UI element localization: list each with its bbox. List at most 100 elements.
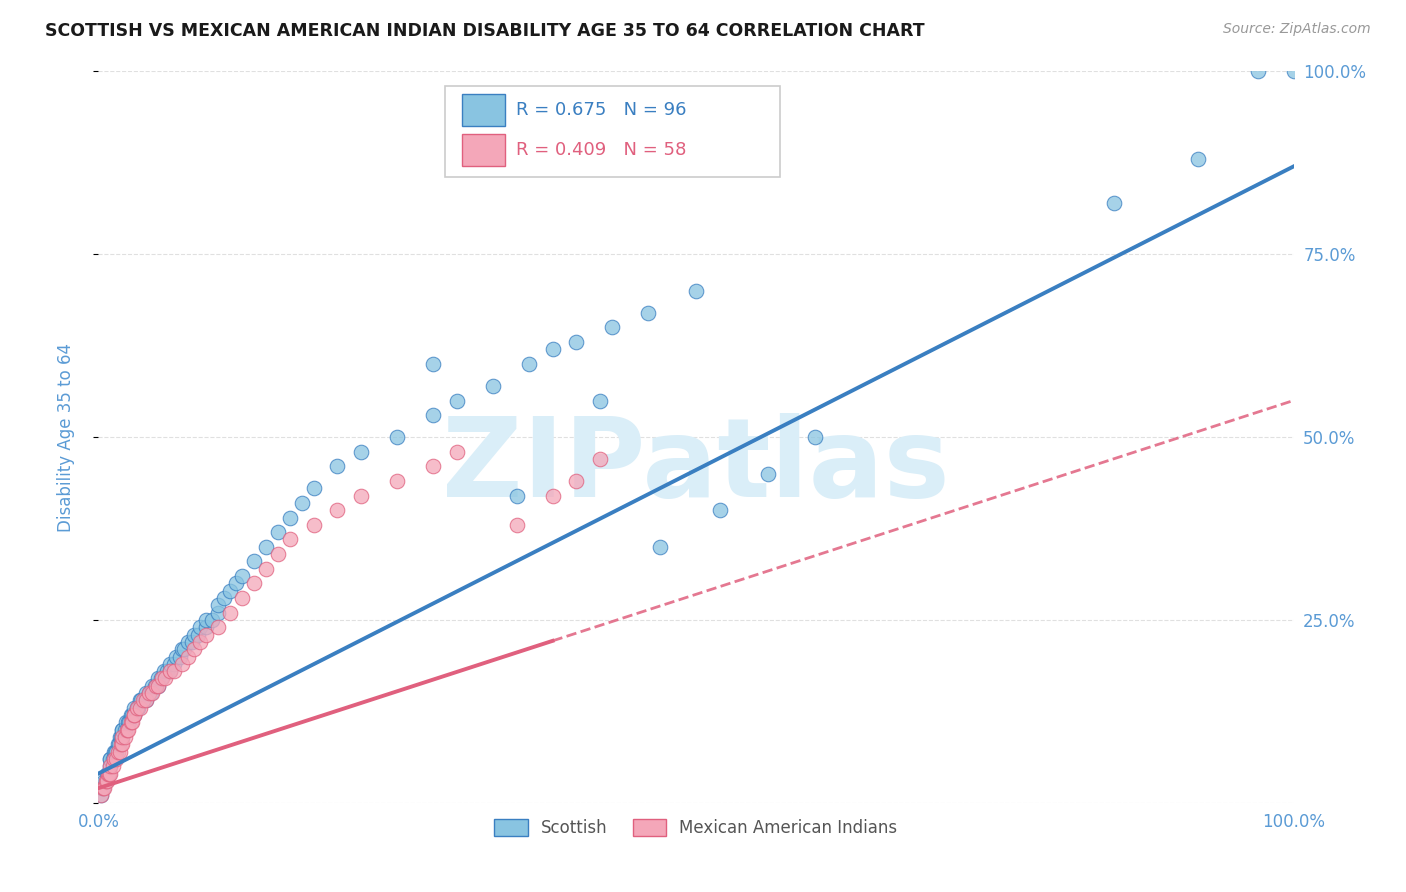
Point (105, 745, 128, 759)
Point (120, 708, 142, 723)
Point (129, 700, 152, 714)
Point (121, 715, 143, 730)
Point (111, 723, 134, 737)
Point (94, 773, 117, 788)
Point (97, 766, 120, 780)
Point (103, 752, 125, 766)
Point (139, 686, 162, 700)
Point (120, 715, 142, 730)
Point (155, 672, 177, 686)
Point (187, 627, 209, 641)
Point (110, 737, 132, 751)
Point (1187, 152, 1209, 166)
Point (350, 489, 373, 503)
Point (648, 540, 672, 554)
Point (195, 627, 218, 641)
Text: ZIPatlas: ZIPatlas (441, 413, 950, 520)
Point (111, 730, 134, 744)
Point (96, 766, 118, 780)
Text: R = 0.409   N = 58: R = 0.409 N = 58 (516, 141, 686, 159)
Point (90, 789, 112, 803)
Point (278, 533, 301, 547)
Point (254, 540, 277, 554)
Point (101, 752, 124, 766)
Point (169, 649, 191, 664)
Point (98, 766, 122, 780)
Point (350, 444, 373, 458)
Point (107, 737, 129, 751)
Point (107, 745, 129, 759)
Point (153, 664, 176, 678)
Point (148, 672, 170, 686)
Point (602, 320, 624, 334)
Point (121, 708, 143, 723)
Point (159, 664, 181, 678)
Point (804, 430, 827, 444)
Point (124, 708, 146, 723)
Point (125, 700, 148, 714)
Point (243, 576, 266, 591)
Point (132, 693, 155, 707)
Point (141, 679, 163, 693)
Point (302, 481, 325, 495)
Point (125, 700, 148, 714)
Point (506, 489, 529, 503)
Point (117, 723, 139, 737)
Point (101, 759, 124, 773)
Point (231, 591, 253, 605)
Y-axis label: Disability Age 35 to 64: Disability Age 35 to 64 (56, 343, 75, 532)
Point (231, 569, 253, 583)
Point (91, 781, 114, 796)
Point (1282, 64, 1305, 78)
Point (108, 745, 131, 759)
Point (94, 773, 117, 788)
Point (98, 759, 122, 773)
Point (135, 686, 157, 700)
Point (115, 715, 138, 730)
Point (135, 693, 157, 707)
Point (422, 357, 444, 371)
Point (446, 393, 468, 408)
Point (422, 408, 444, 422)
Point (91, 781, 114, 796)
FancyBboxPatch shape (461, 94, 505, 127)
Point (165, 649, 187, 664)
FancyBboxPatch shape (461, 134, 505, 166)
Point (385, 474, 409, 488)
Point (96, 773, 118, 788)
Point (709, 503, 731, 517)
Point (589, 452, 612, 467)
Point (278, 510, 301, 524)
Point (541, 489, 564, 503)
Point (103, 745, 125, 759)
Point (131, 693, 153, 707)
Point (446, 444, 468, 458)
Text: R = 0.675   N = 96: R = 0.675 N = 96 (516, 101, 686, 120)
Point (107, 737, 129, 751)
Point (127, 700, 149, 714)
Text: SCOTTISH VS MEXICAN AMERICAN INDIAN DISABILITY AGE 35 TO 64 CORRELATION CHART: SCOTTISH VS MEXICAN AMERICAN INDIAN DISA… (45, 22, 925, 40)
Point (517, 357, 540, 371)
Point (98, 759, 122, 773)
Point (97, 766, 120, 780)
Point (302, 517, 325, 532)
Point (104, 745, 127, 759)
Point (219, 606, 242, 620)
Point (385, 430, 409, 444)
Point (98, 752, 122, 766)
Point (124, 708, 146, 723)
Point (267, 547, 290, 561)
Point (124, 708, 146, 723)
Point (98, 766, 121, 780)
Point (173, 642, 195, 657)
Point (93, 773, 115, 788)
Point (98, 766, 121, 780)
Point (183, 627, 205, 641)
Point (685, 284, 707, 298)
Point (177, 635, 200, 649)
Point (131, 693, 153, 707)
Point (177, 649, 200, 664)
Point (201, 613, 224, 627)
Point (195, 620, 218, 634)
Point (143, 679, 166, 693)
